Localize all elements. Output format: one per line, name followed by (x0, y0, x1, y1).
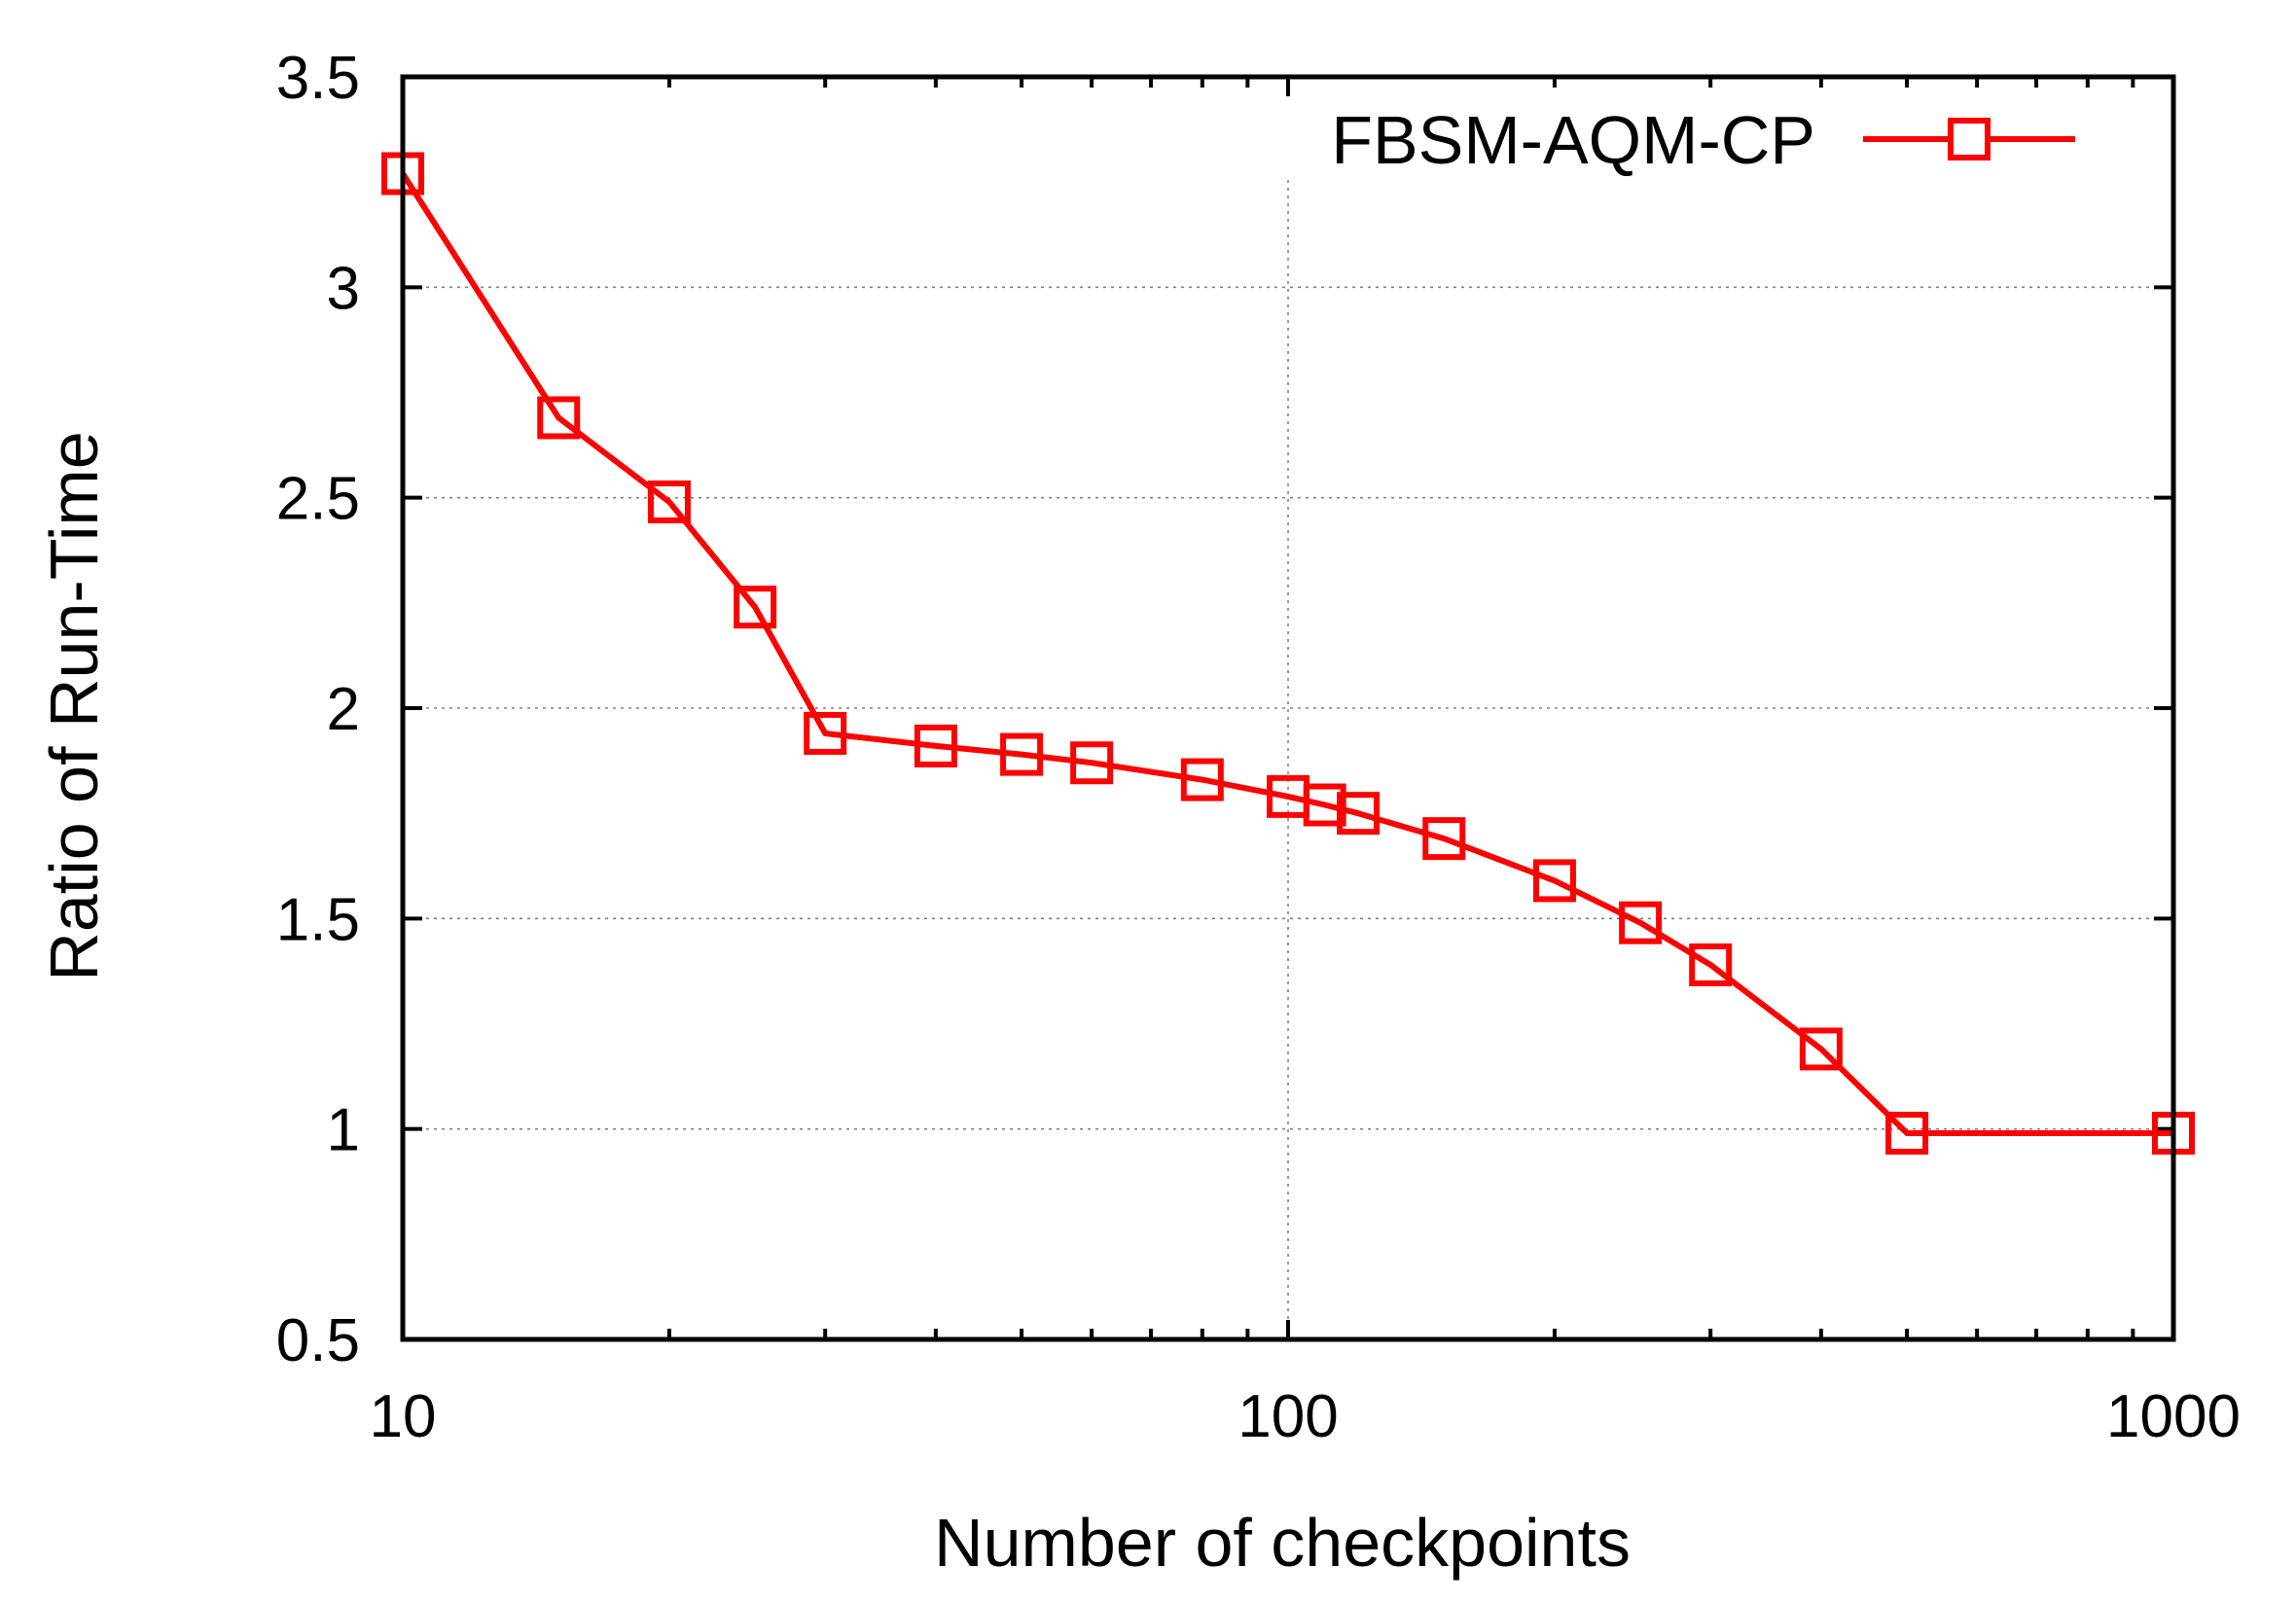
data-point-marker (1070, 741, 1114, 785)
data-point-marker (1532, 859, 1576, 903)
y-tick-label: 1.5 (276, 886, 360, 953)
data-point-marker (1689, 943, 1733, 986)
series-line-0 (400, 171, 2173, 1136)
y-axis-title: Ratio of Run-Time (36, 431, 112, 980)
x-axis-title: Number of checkpoints (934, 1505, 1631, 1581)
data-point-marker (1799, 1027, 1843, 1071)
data-point-marker (1303, 783, 1346, 827)
data-point-marker (1422, 817, 1466, 861)
legend: FBSM-AQM-CP (1331, 102, 2075, 178)
data-point-marker (914, 724, 957, 767)
data-point-marker (647, 480, 691, 523)
data-point-marker (1180, 758, 1224, 802)
tick-labels: 0.5 1 1.5 2 2.5 3 3.5 10 100 1000 (276, 45, 2241, 1450)
y-tick-label: 0.5 (276, 1307, 360, 1374)
data-point-marker (1337, 792, 1381, 836)
data-point-marker (1619, 901, 1663, 944)
y-tick-label: 1 (327, 1097, 360, 1164)
data-point-marker (804, 711, 847, 755)
y-tick-label: 3 (327, 255, 360, 322)
data-point-marker (1000, 732, 1044, 776)
x-tick-label: 1000 (2106, 1383, 2241, 1450)
data-point-marker (537, 396, 581, 440)
data-point-marker (734, 586, 777, 629)
data-point-marker (1885, 1111, 1929, 1155)
y-tick-label: 3.5 (276, 45, 360, 112)
grid-lines (403, 180, 2173, 1339)
legend-label-fbsm-aqm-cp: FBSM-AQM-CP (1331, 102, 1815, 178)
legend-marker-fbsm-aqm-cp (1948, 118, 1991, 160)
plot-frame (400, 74, 2176, 1342)
x-tick-label: 10 (370, 1383, 437, 1450)
x-tick-label: 100 (1238, 1383, 1338, 1450)
y-tick-label: 2 (327, 676, 360, 743)
y-tick-label: 2.5 (276, 466, 360, 533)
data-series (381, 152, 2195, 1155)
